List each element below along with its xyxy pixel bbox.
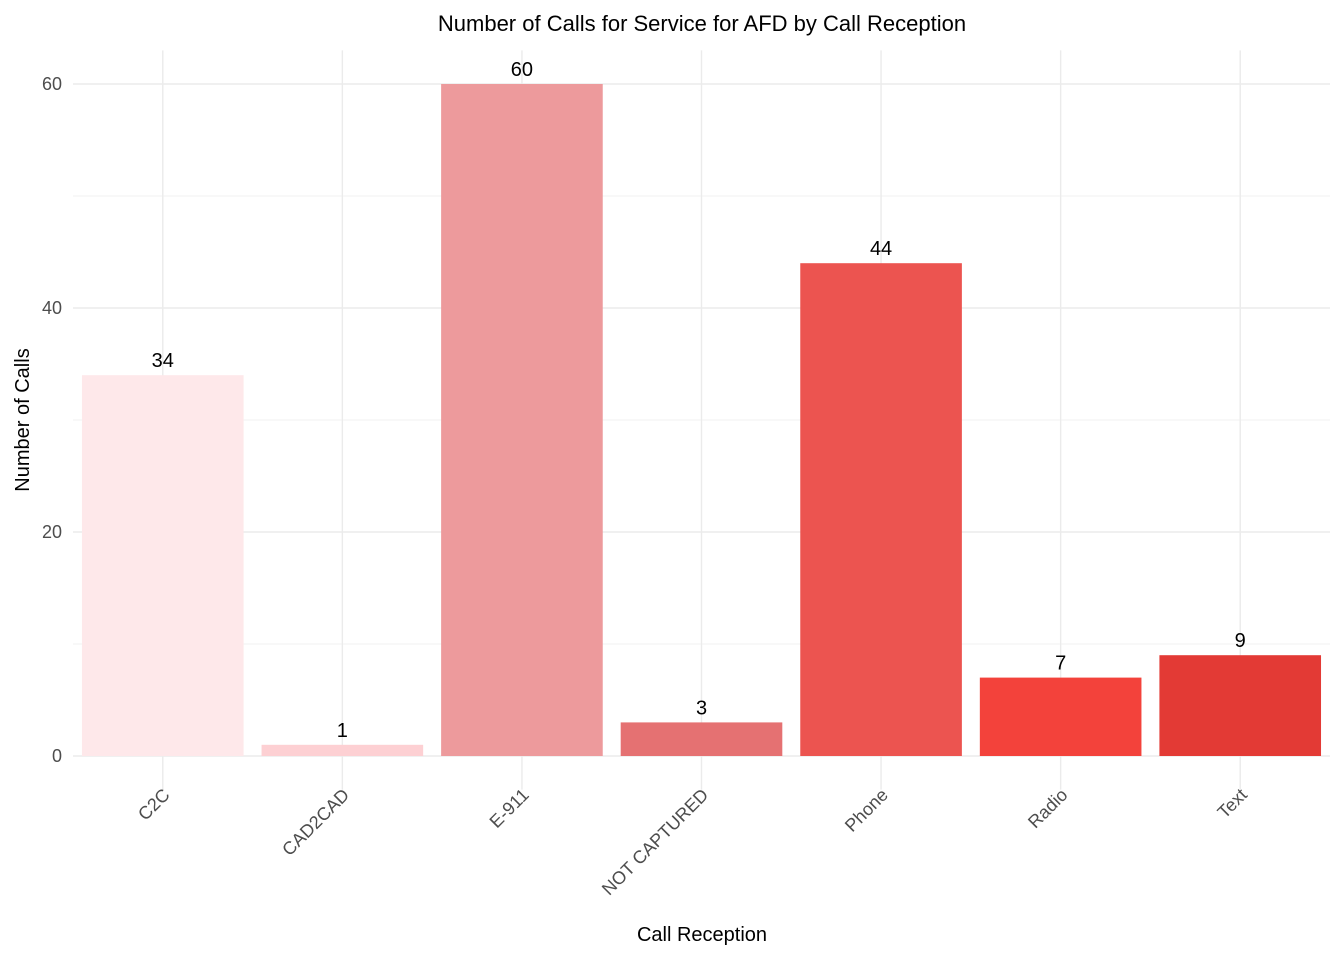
data-label: 60 — [511, 59, 533, 81]
y-tick-label: 40 — [42, 298, 62, 318]
y-tick-label: 60 — [42, 74, 62, 94]
y-tick-labels: 0 20 40 60 — [42, 74, 62, 766]
bar-e-911 — [441, 84, 603, 756]
bar-c2c — [81, 375, 244, 756]
y-tick-label: 0 — [52, 746, 62, 766]
bars — [81, 84, 1322, 756]
bar-radio — [979, 677, 1142, 756]
data-labels: 34 1 60 3 44 7 9 — [152, 59, 1246, 742]
x-axis-title: Call Reception — [637, 924, 767, 946]
data-label: 34 — [152, 350, 174, 372]
y-axis-title: Number of Calls — [12, 348, 34, 491]
data-label: 7 — [1055, 653, 1066, 675]
bar-phone — [800, 263, 962, 756]
data-label: 9 — [1235, 630, 1246, 652]
data-label: 44 — [870, 238, 892, 260]
bar-cad2cad — [261, 744, 424, 756]
y-tick-label: 20 — [42, 522, 62, 542]
chart-title: Number of Calls for Service for AFD by C… — [438, 11, 966, 36]
bar-text — [1159, 655, 1322, 756]
data-label: 3 — [696, 697, 707, 719]
bar-not-captured — [620, 722, 783, 756]
data-label: 1 — [337, 720, 348, 742]
